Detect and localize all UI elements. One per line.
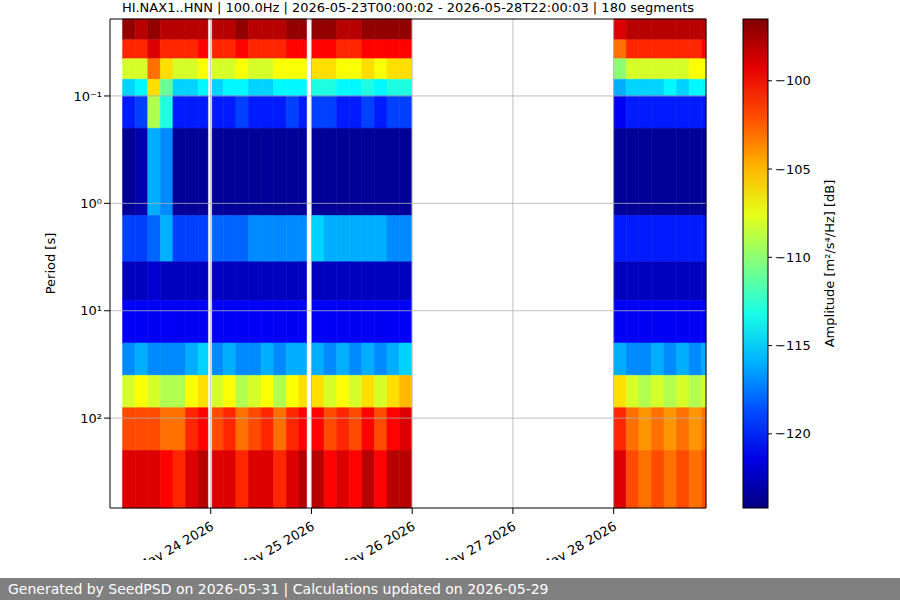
svg-text:Generated by SeedPSD on 2026-0: Generated by SeedPSD on 2026-05-31 | Cal… xyxy=(8,581,549,598)
svg-text:May 28 2026: May 28 2026 xyxy=(538,519,619,560)
svg-text:−120: −120 xyxy=(775,426,811,441)
svg-text:−115: −115 xyxy=(775,338,811,353)
svg-text:HI.NAX1..HNN | 100.0Hz | 2026-: HI.NAX1..HNN | 100.0Hz | 2026-05-23T00:0… xyxy=(122,0,694,15)
svg-text:Amplitude [m²/s⁴/Hz] [dB]: Amplitude [m²/s⁴/Hz] [dB] xyxy=(822,180,837,348)
svg-text:10⁻¹: 10⁻¹ xyxy=(73,89,102,104)
svg-text:−100: −100 xyxy=(775,73,811,88)
svg-text:May 25 2026: May 25 2026 xyxy=(236,519,317,560)
svg-text:10²: 10² xyxy=(80,411,102,426)
svg-text:−105: −105 xyxy=(775,162,811,177)
svg-text:Period [s]: Period [s] xyxy=(43,233,58,295)
svg-text:−110: −110 xyxy=(775,250,811,265)
svg-text:10¹: 10¹ xyxy=(80,303,102,318)
svg-text:10⁰: 10⁰ xyxy=(80,196,102,211)
svg-text:May 24 2026: May 24 2026 xyxy=(135,519,216,560)
svg-text:May 27 2026: May 27 2026 xyxy=(438,519,519,560)
svg-text:May 26 2026: May 26 2026 xyxy=(337,519,418,560)
